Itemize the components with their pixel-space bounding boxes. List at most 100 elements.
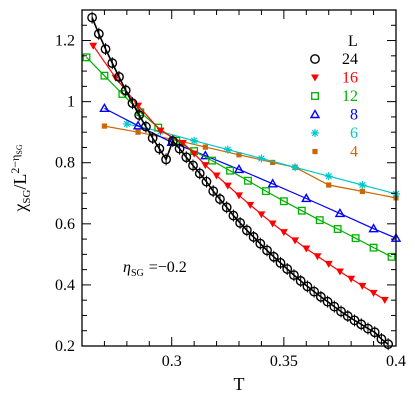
series-L6: [122, 119, 400, 198]
legend-item-L12: 12: [311, 88, 358, 105]
series-L6-point: [122, 119, 131, 128]
series-L24-point: [114, 71, 124, 82]
series-L16-point: [302, 245, 311, 253]
series-L24-point: [201, 176, 212, 187]
series-L8-point: [132, 120, 144, 130]
series-L6-point: [257, 154, 266, 163]
series-L24-point: [275, 258, 286, 268]
legend-item-L4: 4: [312, 144, 358, 161]
y-axis-label-exp-sub: SG: [15, 144, 24, 154]
series-L24-point: [369, 327, 380, 338]
series-L24-point: [87, 12, 97, 23]
series-L8-point: [200, 150, 211, 160]
series-L12-point: [100, 71, 109, 80]
x-tick-label: 0.35: [270, 353, 298, 370]
series-L24-point: [282, 264, 293, 274]
y-axis-label: χSG/L2−ηSG: [8, 144, 33, 213]
legend-marker-L4: [312, 148, 318, 155]
series-L24-point: [188, 160, 198, 171]
series-L24-point: [248, 232, 259, 242]
legend-marker-L16: [311, 74, 319, 82]
series-L24-point: [356, 319, 367, 330]
series-L24-point: [322, 296, 333, 307]
series-L16-point: [347, 275, 356, 283]
series-L24-point: [315, 291, 326, 302]
legend-title: L: [348, 33, 358, 50]
series-L6-point: [223, 145, 232, 154]
x-tick-label: 0.4: [386, 353, 406, 370]
plot-marks: [82, 11, 402, 351]
series-L6-point: [358, 181, 367, 190]
axis-ticks: [81, 9, 397, 347]
x-axis-label: T: [234, 374, 245, 394]
series-L12-point: [244, 176, 252, 185]
legend-label-L4: 4: [350, 144, 358, 161]
x-tick-label: 0.3: [162, 353, 182, 370]
series-L24-point: [147, 133, 158, 143]
series-L12-point: [208, 156, 217, 165]
series-L8-point: [99, 102, 110, 113]
y-axis-label-sub: SG: [21, 190, 33, 204]
y-tick-label: 0.4: [55, 277, 75, 294]
legend-label-L6: 6: [350, 125, 358, 142]
legend-marker-L8: [309, 109, 321, 119]
series-L4-point: [359, 188, 365, 195]
series-L24-point: [174, 143, 185, 154]
series-L24-point: [268, 251, 279, 262]
eta-symbol: η: [123, 259, 131, 276]
series-L16-point: [291, 237, 300, 245]
series-L16-point: [279, 229, 288, 237]
y-tick-label: 0.6: [55, 216, 75, 233]
series-L12-point: [261, 187, 270, 196]
series-L16-point: [178, 139, 187, 147]
series-L16-point: [201, 162, 210, 170]
series-L16-point: [89, 42, 98, 50]
series-L4-line: [104, 125, 397, 199]
series-L24-point: [329, 301, 340, 312]
series-L4-point: [236, 152, 242, 158]
series-L12-point: [279, 197, 288, 206]
legend-item-L16: 16: [311, 70, 358, 87]
series-L6-point: [324, 172, 333, 181]
series-L16-point: [268, 220, 277, 228]
series-L16-point: [358, 282, 367, 290]
series-L24-point: [120, 85, 131, 96]
series-L8-point: [334, 208, 346, 218]
series-L16-point: [257, 211, 266, 219]
series-L24-point: [194, 168, 205, 179]
series-L24-point: [154, 143, 165, 154]
series-L12-point: [82, 53, 91, 62]
series-L24-point: [302, 281, 313, 292]
eta-sub: SG: [131, 268, 144, 279]
legend-label-L12: 12: [342, 88, 358, 105]
series-L24-point: [215, 194, 225, 204]
y-axis-label-exp: 2−η: [8, 155, 22, 174]
series-L16-point: [324, 260, 333, 268]
series-L8-point: [301, 193, 312, 203]
series-L24: [87, 11, 394, 351]
series-L24-point: [141, 121, 151, 132]
y-axis-label-chi: χ: [10, 204, 30, 213]
series-L24-point: [336, 306, 346, 317]
series-L16-point: [380, 296, 389, 304]
series-L12-point: [333, 225, 342, 233]
series-L12-point: [387, 252, 396, 261]
series-L8-point: [368, 223, 379, 233]
tick-labels: 0.3 0.35 0.4 0.2 0.4 0.6 0.8 1 1.2: [55, 33, 406, 370]
legend-label-L8: 8: [350, 107, 358, 124]
series-L24-point: [127, 98, 138, 109]
eta-value: =−0.2: [149, 259, 187, 276]
series-L24-point: [167, 136, 178, 146]
series-L24-point: [161, 154, 172, 165]
series-L12-point: [297, 206, 306, 215]
series-L24-point: [228, 210, 239, 221]
series-L16-point: [235, 192, 243, 200]
eta-annotation: ηSG =−0.2: [123, 259, 187, 279]
series-L12-point: [226, 166, 234, 175]
series-L4-point: [326, 182, 332, 188]
series-L16-point: [190, 150, 199, 158]
series-L16-point: [313, 253, 322, 261]
series-L24-point: [295, 276, 306, 286]
